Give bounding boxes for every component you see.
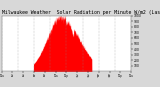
Text: Milwaukee Weather  Solar Radiation per Minute W/m2 (Last 24 Hours): Milwaukee Weather Solar Radiation per Mi… — [2, 10, 160, 15]
